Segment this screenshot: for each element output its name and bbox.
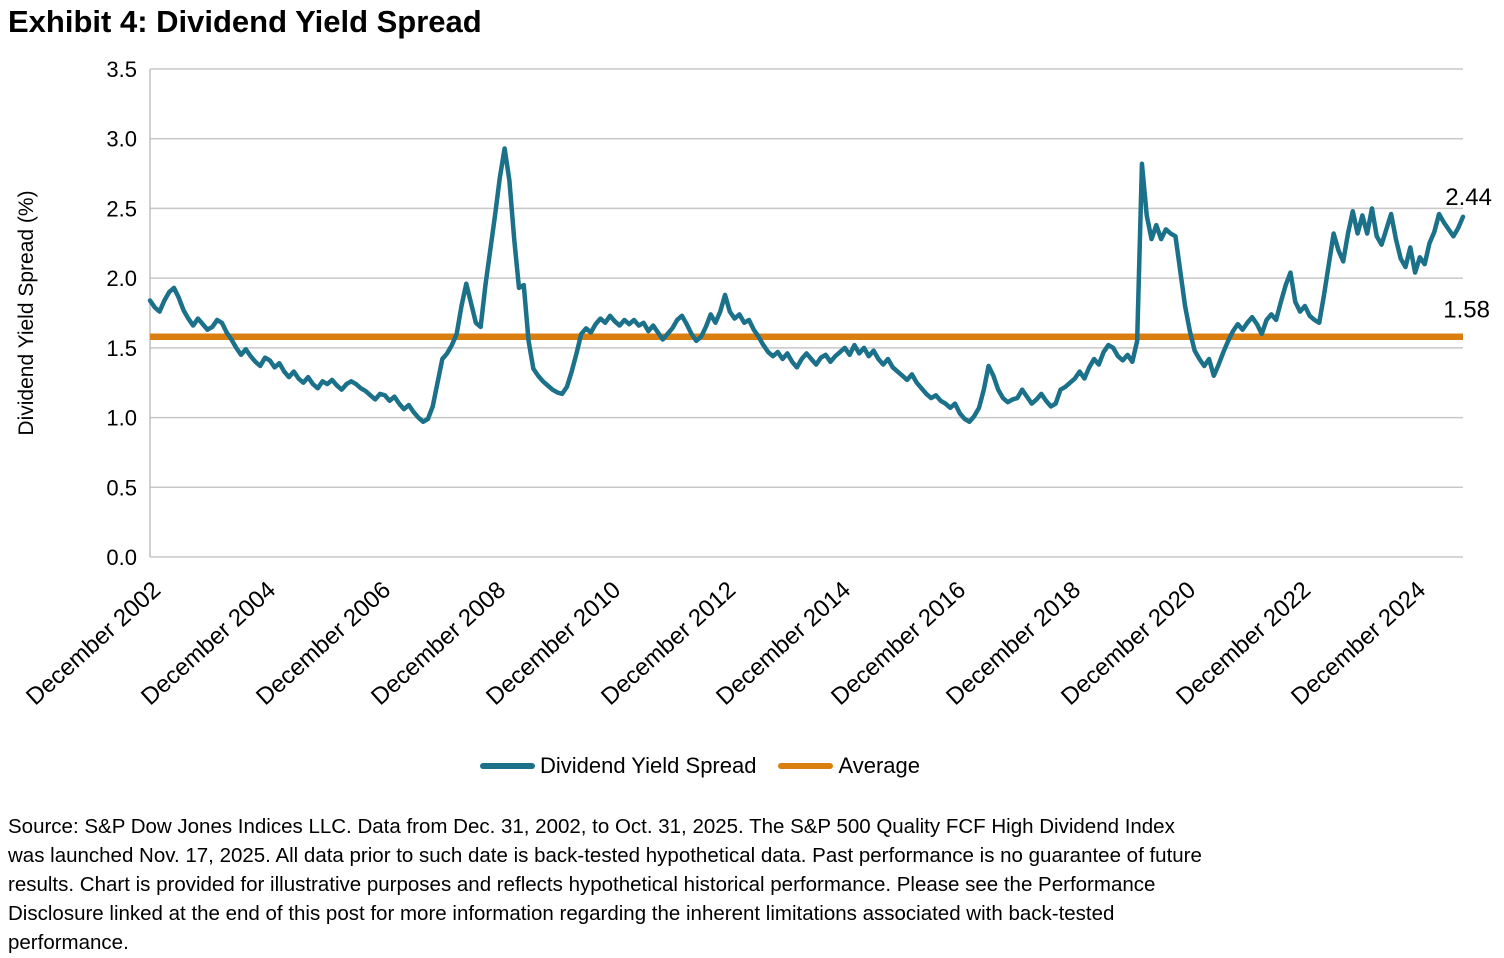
y-tick-label: 0.5 bbox=[106, 475, 137, 500]
series-line bbox=[147, 146, 1466, 424]
y-tick-label: 1.5 bbox=[106, 336, 137, 361]
y-tick-label: 0.0 bbox=[106, 545, 137, 570]
series-line-swatch-icon bbox=[479, 763, 535, 769]
y-tick-label: 3.0 bbox=[106, 127, 137, 152]
series-layer bbox=[147, 146, 1466, 424]
chart-legend: Dividend Yield Spread Average bbox=[0, 750, 1504, 782]
average-line-swatch-icon bbox=[778, 763, 834, 769]
y-tick-label: 2.5 bbox=[106, 196, 137, 221]
legend-label-dividend-yield-spread: Dividend Yield Spread bbox=[539, 753, 757, 778]
last-value-label: 2.44 bbox=[1445, 184, 1492, 211]
source-note-line: Disclosure linked at the end of this pos… bbox=[8, 902, 1115, 925]
grid-layer bbox=[149, 68, 1463, 558]
legend-item-dividend-yield-spread: Dividend Yield Spread bbox=[479, 753, 757, 778]
legend-item-average: Average bbox=[778, 755, 920, 777]
chart-title: Exhibit 4: Dividend Yield Spread bbox=[8, 4, 482, 39]
source-note-line: performance. bbox=[8, 931, 129, 954]
legend-label-average: Average bbox=[838, 753, 921, 778]
source-note-line: results. Chart is provided for illustrat… bbox=[8, 873, 1156, 896]
y-tick-label: 2.0 bbox=[106, 266, 137, 291]
y-tick-label: 1.0 bbox=[106, 406, 137, 431]
average-value-label: 1.58 bbox=[1443, 297, 1490, 324]
source-note: Source: S&P Dow Jones Indices LLC. Data … bbox=[8, 812, 1498, 957]
source-note-line: Source: S&P Dow Jones Indices LLC. Data … bbox=[8, 815, 1175, 838]
y-axis-title: Dividend Yield Spread (%) bbox=[15, 190, 38, 435]
y-tick-label: 3.5 bbox=[106, 57, 137, 82]
source-note-line: was launched Nov. 17, 2025. All data pri… bbox=[8, 844, 1202, 867]
